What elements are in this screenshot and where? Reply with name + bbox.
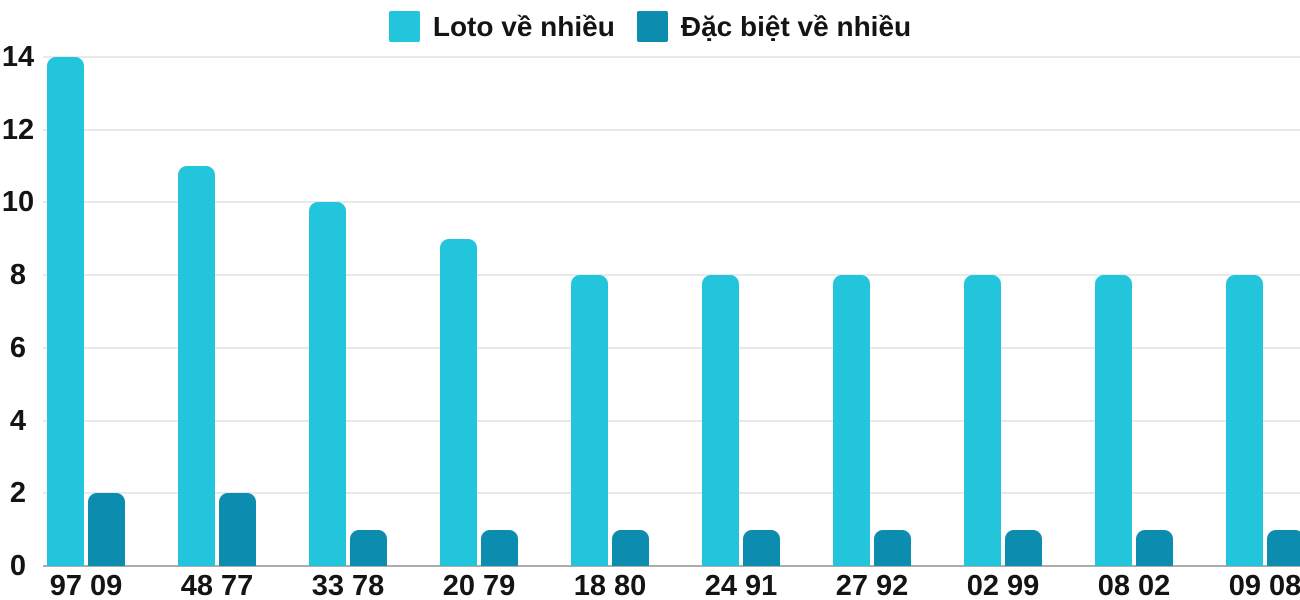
x-tick-label-09-08: 09 08 <box>1228 570 1300 600</box>
legend-label: Loto về nhiều <box>432 11 615 42</box>
x-tick-label-27-92: 27 92 <box>835 570 909 600</box>
legend-swatch-icon <box>388 11 420 42</box>
legend-item-loto[interactable]: Loto về nhiều <box>388 11 615 42</box>
x-axis-baseline <box>43 565 1300 567</box>
x-tick-label-33-78: 33 78 <box>311 570 385 600</box>
x-tick-label-02-99: 02 99 <box>966 570 1040 600</box>
y-tick-label-4: 4 <box>9 404 27 437</box>
legend-item-dac-biet[interactable]: Đặc biệt về nhiều <box>636 11 912 42</box>
gridline-8 <box>43 274 1300 277</box>
loto-bar-02-99 <box>964 275 1001 566</box>
y-tick-label-6: 6 <box>9 331 27 364</box>
x-tick-label-48-77: 48 77 <box>180 570 254 600</box>
loto-bar-24-91 <box>702 275 739 566</box>
y-tick-label-12: 12 <box>1 113 35 146</box>
loto-bar-27-92 <box>833 275 870 566</box>
legend-swatch-icon <box>636 11 668 42</box>
y-tick-label-10: 10 <box>1 186 35 219</box>
legend-label: Đặc biệt về nhiều <box>680 11 912 42</box>
dac-biet-bar-48-77 <box>219 493 256 566</box>
gridline-4 <box>43 419 1300 422</box>
chart-legend: Loto về nhiều Đặc biệt về nhiều <box>0 11 1300 42</box>
dac-biet-bar-33-78 <box>350 529 387 566</box>
gridline-12 <box>43 128 1300 131</box>
dac-biet-bar-09-08 <box>1267 529 1300 566</box>
loto-bar-20-79 <box>440 238 477 566</box>
dac-biet-bar-97-09 <box>88 493 125 566</box>
x-tick-label-18-80: 18 80 <box>573 570 647 600</box>
loto-bar-08-02 <box>1095 275 1132 566</box>
loto-bar-09-08 <box>1226 275 1263 566</box>
loto-bar-33-78 <box>309 202 346 566</box>
y-tick-label-0: 0 <box>9 550 27 582</box>
gridline-6 <box>43 346 1300 349</box>
loto-bar-18-80 <box>571 275 608 566</box>
dac-biet-bar-24-91 <box>743 529 780 566</box>
loto-bar-48-77 <box>178 166 215 566</box>
x-tick-label-20-79: 20 79 <box>442 570 516 600</box>
dac-biet-bar-20-79 <box>481 529 518 566</box>
dac-biet-bar-08-02 <box>1136 529 1173 566</box>
dac-biet-bar-27-92 <box>874 529 911 566</box>
dac-biet-bar-02-99 <box>1005 529 1042 566</box>
x-tick-label-08-02: 08 02 <box>1097 570 1171 600</box>
x-tick-label-97-09: 97 09 <box>49 570 123 600</box>
loto-bar-97-09 <box>47 57 84 566</box>
y-tick-label-14: 14 <box>1 41 35 73</box>
gridline-10 <box>43 201 1300 204</box>
dac-biet-bar-18-80 <box>612 529 649 566</box>
gridline-2 <box>43 492 1300 495</box>
gridline-14 <box>43 56 1300 58</box>
x-tick-label-24-91: 24 91 <box>704 570 778 600</box>
y-tick-label-2: 2 <box>9 477 27 510</box>
y-tick-label-8: 8 <box>9 259 27 292</box>
